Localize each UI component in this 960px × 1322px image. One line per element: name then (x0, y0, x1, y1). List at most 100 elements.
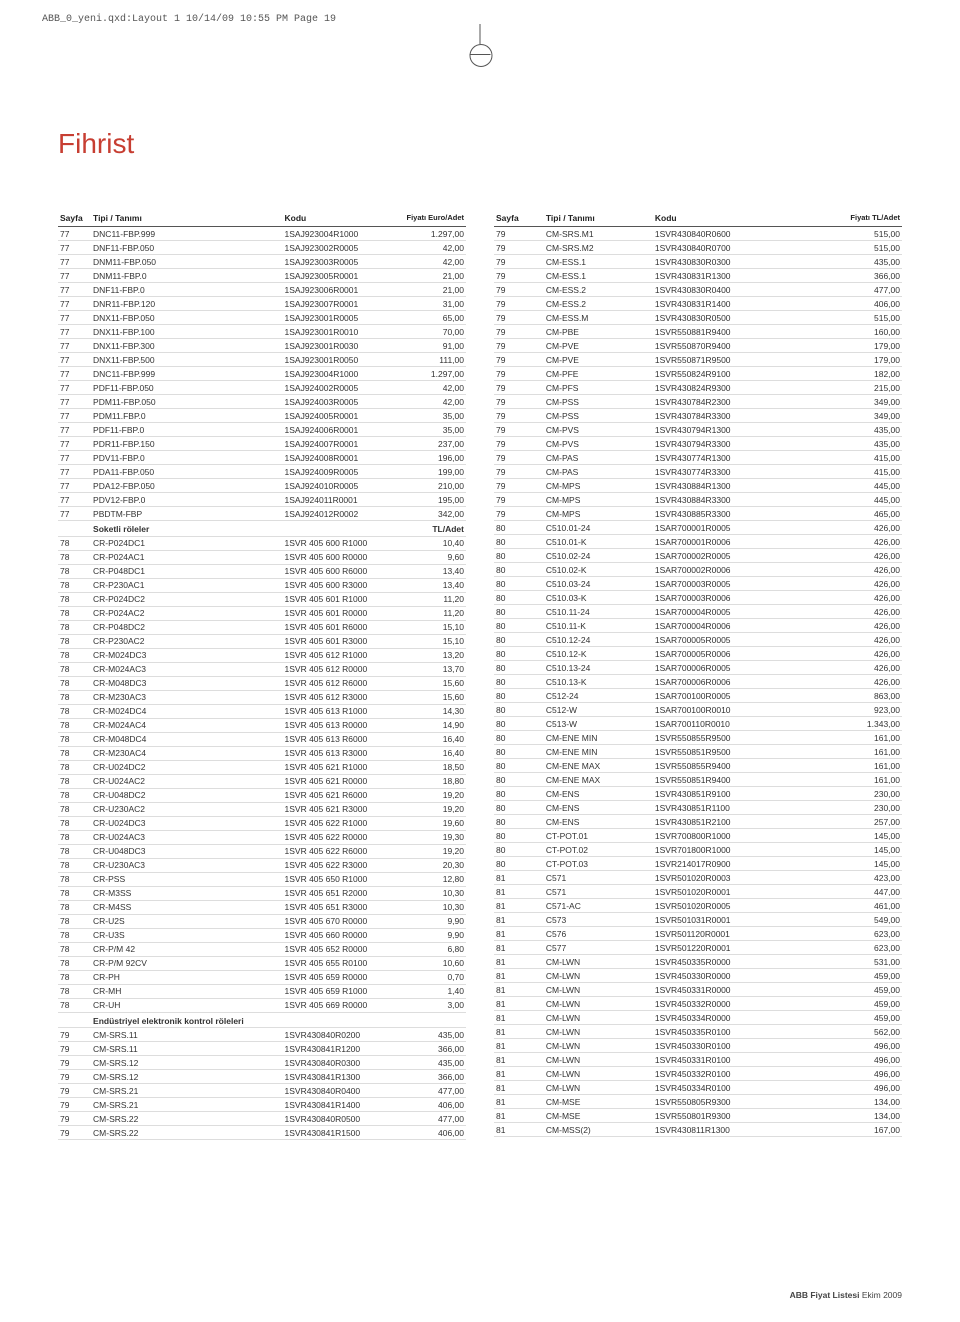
td-kodu: 1SVR430784R2300 (653, 395, 802, 409)
td-tip: CR-M4SS (91, 900, 282, 914)
td-tip: CM-PSS (544, 395, 653, 409)
td-sayfa: 78 (58, 732, 91, 746)
table-row: 80CT-POT.011SVR700800R1000145,00 (494, 829, 902, 843)
td-kodu: 1SAR700001R0006 (653, 535, 802, 549)
td-sayfa: 81 (494, 1109, 544, 1123)
td-fiyat: 406,00 (390, 1126, 466, 1140)
td-tip: CM-SRS.M1 (544, 227, 653, 241)
td-kodu: 1SVR550851R9500 (653, 745, 802, 759)
td-fiyat: TL/Adet (390, 521, 466, 537)
td-sayfa: 78 (58, 830, 91, 844)
table-row: 79CM-PVS1SVR430794R3300435,00 (494, 437, 902, 451)
left-column: Sayfa Tipi / Tanımı Kodu Fiyatı Euro/Ade… (58, 210, 466, 1140)
td-tip: CM-ENE MIN (544, 731, 653, 745)
td-kodu: 1SVR430841R1200 (283, 1042, 390, 1056)
td-sayfa: 78 (58, 886, 91, 900)
td-tip: CR-M024AC4 (91, 718, 282, 732)
td-sayfa: 78 (58, 760, 91, 774)
td-fiyat: 445,00 (802, 493, 902, 507)
td-fiyat: 459,00 (802, 997, 902, 1011)
td-sayfa: 80 (494, 745, 544, 759)
td-tip: CR-P048DC2 (91, 620, 282, 634)
td-tip: CM-PAS (544, 451, 653, 465)
td-sayfa: 77 (58, 227, 91, 241)
td-tip: CR-U024DC2 (91, 760, 282, 774)
td-kodu: 1SVR501020R0005 (653, 899, 802, 913)
td-kodu: 1SVR 405 660 R0000 (283, 928, 390, 942)
td-kodu: 1SVR 405 650 R1000 (283, 872, 390, 886)
td-tip: CR-U024AC3 (91, 830, 282, 844)
td-sayfa: 78 (58, 718, 91, 732)
td-kodu: 1SVR550870R9400 (653, 339, 802, 353)
table-row: 78CR-M3SS1SVR 405 651 R200010,30 (58, 886, 466, 900)
td-kodu: 1SVR430840R0500 (283, 1112, 390, 1126)
td-tip: CM-SRS.11 (91, 1042, 282, 1056)
td-fiyat: 423,00 (802, 871, 902, 885)
td-sayfa: 78 (58, 536, 91, 550)
td-kodu: 1SVR430830R0500 (653, 311, 802, 325)
td-sayfa: 77 (58, 507, 91, 521)
table-row: 78CR-MH1SVR 405 659 R10001,40 (58, 984, 466, 998)
td-kodu: 1SAR700002R0005 (653, 549, 802, 563)
td-tip: CM-ESS.1 (544, 255, 653, 269)
td-tip: PDV12-FBP.0 (91, 493, 282, 507)
td-fiyat: 415,00 (802, 451, 902, 465)
td-fiyat: 42,00 (390, 255, 466, 269)
td-tip: Soketli röleler (91, 521, 282, 537)
td-fiyat: 496,00 (802, 1039, 902, 1053)
td-sayfa: 79 (58, 1112, 91, 1126)
table-row: 80CM-ENE MIN1SVR550851R9500161,00 (494, 745, 902, 759)
td-kodu: 1SVR 405 600 R6000 (283, 564, 390, 578)
td-kodu: 1SAJ924011R0001 (283, 493, 390, 507)
td-sayfa: 79 (494, 465, 544, 479)
table-row: 78CR-P048DC21SVR 405 601 R600015,10 (58, 620, 466, 634)
td-fiyat: 435,00 (802, 255, 902, 269)
td-sayfa: 81 (494, 913, 544, 927)
td-fiyat: 210,00 (390, 479, 466, 493)
table-row: 81CM-LWN1SVR450331R0100496,00 (494, 1053, 902, 1067)
td-fiyat: 9,60 (390, 550, 466, 564)
td-kodu: 1SAJ924007R0001 (283, 437, 390, 451)
td-tip: CM-LWN (544, 969, 653, 983)
td-kodu: 1SVR 405 652 R0000 (283, 942, 390, 956)
td-tip: DNC11-FBP.999 (91, 367, 282, 381)
td-kodu: 1SVR430774R3300 (653, 465, 802, 479)
table-row: 78CR-U230AC21SVR 405 621 R300019,20 (58, 802, 466, 816)
td-tip: C510.01-24 (544, 521, 653, 535)
td-sayfa: 81 (494, 1039, 544, 1053)
table-row: 78CR-U024AC21SVR 405 621 R000018,80 (58, 774, 466, 788)
table-row: 79CM-PAS1SVR430774R1300415,00 (494, 451, 902, 465)
td-tip: DNC11-FBP.999 (91, 227, 282, 241)
th-kodu: Kodu (653, 210, 802, 227)
table-row: 80C512-W1SAR700100R0010923,00 (494, 703, 902, 717)
td-fiyat: 415,00 (802, 465, 902, 479)
td-fiyat: 11,20 (390, 606, 466, 620)
td-kodu: 1SVR 405 659 R0000 (283, 970, 390, 984)
td-kodu: 1SVR430774R1300 (653, 451, 802, 465)
td-fiyat: 195,00 (390, 493, 466, 507)
table-row: 78CR-P230AC11SVR 405 600 R300013,40 (58, 578, 466, 592)
td-tip: CT-POT.01 (544, 829, 653, 843)
td-fiyat: 10,60 (390, 956, 466, 970)
td-fiyat: 19,20 (390, 844, 466, 858)
td-fiyat: 445,00 (802, 479, 902, 493)
td-kodu: 1SVR430794R3300 (653, 437, 802, 451)
td-kodu: 1SVR214017R0900 (653, 857, 802, 871)
td-tip: PBDTM-FBP (91, 507, 282, 521)
td-sayfa: 81 (494, 885, 544, 899)
table-row: 78CR-UH1SVR 405 669 R00003,00 (58, 998, 466, 1012)
td-kodu: 1SVR 405 613 R0000 (283, 718, 390, 732)
td-tip: DNM11-FBP.050 (91, 255, 282, 269)
td-sayfa: 81 (494, 941, 544, 955)
table-row: 79CM-PVS1SVR430794R1300435,00 (494, 423, 902, 437)
table-row: 80C510.01-K1SAR700001R0006426,00 (494, 535, 902, 549)
td-kodu: 1SVR430884R3300 (653, 493, 802, 507)
td-sayfa: 80 (494, 731, 544, 745)
td-tip: C510.11-24 (544, 605, 653, 619)
table-row: 78CR-U048DC31SVR 405 622 R600019,20 (58, 844, 466, 858)
td-fiyat: 15,10 (390, 634, 466, 648)
table-row: 78CR-P048DC11SVR 405 600 R600013,40 (58, 564, 466, 578)
td-fiyat: 426,00 (802, 605, 902, 619)
td-fiyat: 515,00 (802, 311, 902, 325)
td-fiyat: 145,00 (802, 857, 902, 871)
